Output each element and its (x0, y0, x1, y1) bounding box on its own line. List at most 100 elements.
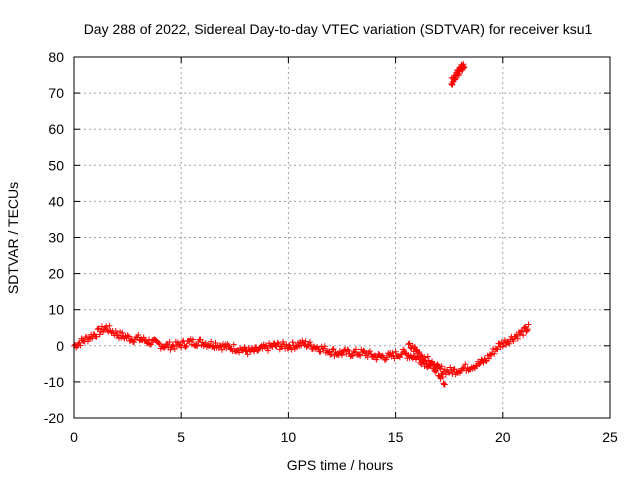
plot-frame (73, 56, 611, 419)
data-point (182, 344, 189, 351)
data-point (339, 352, 345, 359)
chart-title: Day 288 of 2022, Sidereal Day-to-day VTE… (84, 21, 593, 37)
data-point (445, 369, 452, 376)
data-point (334, 351, 341, 358)
data-point (476, 361, 483, 368)
data-point (329, 346, 336, 353)
y-tick-label: 60 (48, 121, 64, 137)
data-point (438, 363, 445, 370)
data-point (155, 340, 162, 347)
data-point (447, 364, 454, 371)
data-point (491, 350, 498, 357)
data-point (344, 346, 351, 353)
data-point (277, 343, 284, 350)
data-point (77, 342, 84, 349)
data-point (425, 357, 432, 364)
y-tick-label: 30 (48, 230, 64, 246)
data-point (251, 348, 258, 355)
data-point (441, 381, 448, 388)
data-point (478, 356, 485, 363)
data-point (166, 339, 173, 346)
data-point (93, 333, 100, 340)
data-point (135, 331, 142, 338)
x-tick-label: 0 (70, 429, 78, 445)
data-point (89, 335, 96, 342)
data-point (440, 380, 447, 387)
x-tick-label: 15 (388, 429, 404, 445)
data-point (140, 334, 147, 341)
data-point (194, 342, 201, 349)
data-point (418, 352, 425, 359)
data-point (521, 324, 528, 331)
data-point (124, 332, 131, 339)
data-point (345, 347, 352, 354)
data-point (265, 347, 272, 354)
y-tick-labels: -20 -10 0 10 20 30 40 50 60 70 80 (44, 49, 64, 426)
data-point (183, 342, 190, 349)
data-point (167, 346, 174, 353)
data-point (288, 346, 295, 353)
data-point (169, 342, 176, 349)
data-point (131, 339, 138, 346)
data-point (119, 329, 126, 336)
data-point (516, 331, 523, 338)
data-point (392, 348, 399, 355)
x-tick-label: 25 (602, 429, 618, 445)
data-point (148, 341, 155, 348)
x-tick-label: 20 (495, 429, 511, 445)
data-point (411, 344, 418, 351)
data-point (306, 339, 313, 346)
y-tick-label: 20 (48, 266, 64, 282)
data-point (179, 338, 186, 345)
data-point (406, 340, 413, 347)
data-point (189, 336, 196, 343)
data-point (352, 346, 359, 353)
data-point (143, 339, 150, 346)
data-point (103, 323, 110, 330)
data-point (230, 341, 237, 348)
data-point (225, 342, 232, 349)
data-point (426, 361, 433, 368)
data-point (421, 354, 428, 361)
x-tick-labels: 0 5 10 15 20 25 (70, 429, 618, 445)
data-point (280, 338, 287, 345)
data-point (113, 331, 120, 338)
data-point (114, 332, 121, 339)
data-point (210, 343, 217, 350)
data-point (405, 341, 412, 348)
y-tick-label: -10 (44, 374, 64, 390)
data-point (356, 351, 363, 358)
data-point (524, 327, 531, 334)
data-point (506, 340, 513, 347)
data-point (499, 343, 506, 350)
data-point (321, 343, 328, 350)
y-axis-label: SDTVAR / TECUs (5, 182, 21, 294)
data-point (424, 353, 431, 360)
data-point (524, 326, 531, 333)
data-point (106, 322, 113, 329)
data-point (360, 347, 367, 354)
grid-lines (74, 57, 610, 418)
y-tick-label: 40 (48, 193, 64, 209)
data-point (510, 338, 517, 345)
data-point (434, 365, 441, 372)
data-point (206, 343, 213, 350)
data-point (450, 366, 457, 373)
data-point (307, 341, 314, 348)
data-point (302, 338, 309, 345)
x-tick-label: 10 (281, 429, 297, 445)
data-point (513, 332, 520, 339)
data-point (439, 374, 446, 381)
data-point (274, 339, 281, 346)
data-point (525, 321, 532, 328)
data-points (71, 61, 532, 388)
data-point (415, 350, 422, 357)
data-point (216, 342, 223, 349)
data-point (283, 341, 290, 348)
x-axis-label: GPS time / hours (287, 457, 394, 473)
data-point (366, 348, 373, 355)
data-point (514, 335, 521, 342)
data-point (439, 371, 446, 378)
data-point (328, 351, 335, 358)
data-point (330, 346, 337, 353)
